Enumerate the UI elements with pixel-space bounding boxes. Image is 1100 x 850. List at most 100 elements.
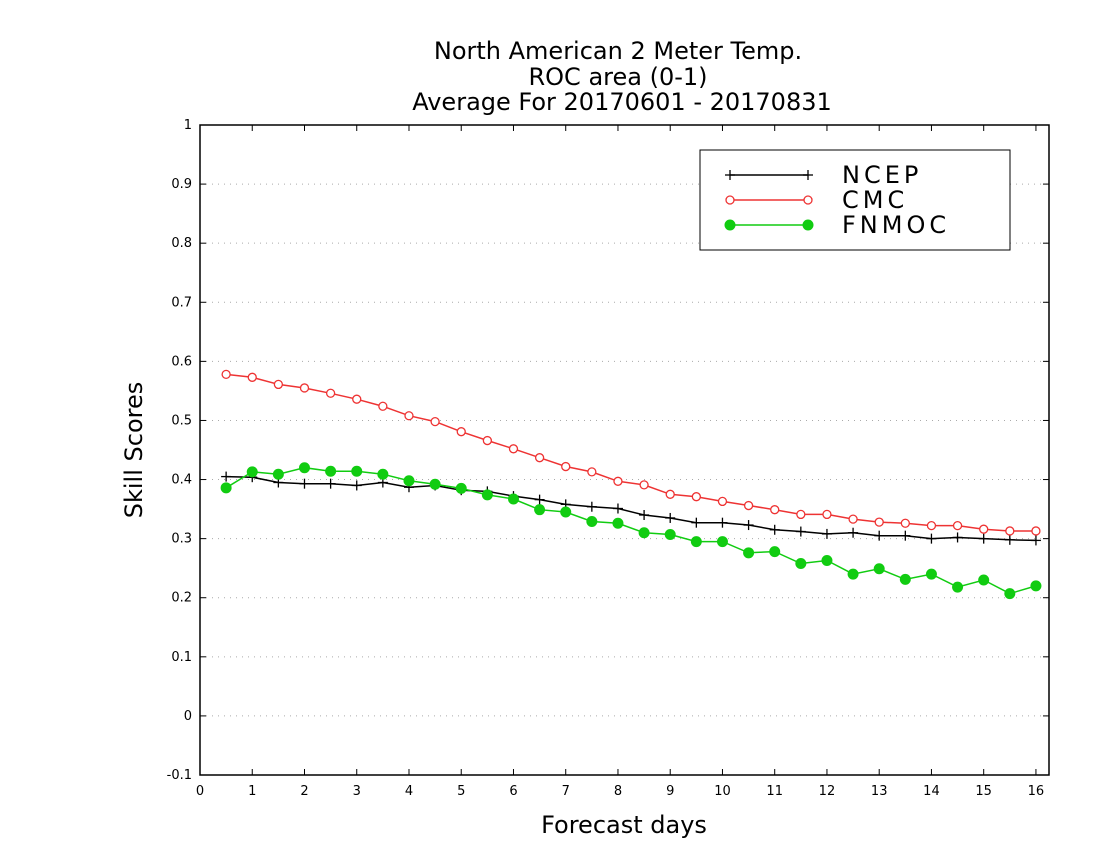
x-tick-label: 8 [614, 784, 622, 799]
x-axis-label: Forecast days [541, 811, 707, 839]
cmc-point [404, 411, 414, 421]
cmc-point [1031, 526, 1041, 536]
cmc-point [874, 517, 884, 527]
ncep-point [534, 494, 545, 505]
legend-marker-ncep [803, 170, 813, 180]
y-tick-label: 0.6 [171, 354, 192, 369]
fnmoc-point [246, 466, 258, 478]
y-tick-label: 0.5 [171, 413, 192, 428]
fnmoc-point [743, 547, 755, 559]
fnmoc-point [220, 482, 232, 494]
cmc-point [796, 509, 806, 520]
x-tick-label: 4 [405, 784, 413, 799]
series-ncep [221, 471, 1041, 546]
series-fnmoc [220, 462, 1042, 600]
cmc-point [378, 401, 388, 411]
x-tick-label: 14 [923, 784, 940, 799]
legend-item-cmc: CMC [725, 186, 904, 214]
fnmoc-point [873, 563, 885, 575]
x-tick-label: 10 [714, 784, 731, 799]
fnmoc-point [534, 504, 546, 516]
fnmoc-point [664, 529, 676, 540]
ncep-line [226, 475, 1036, 542]
legend-marker-ncep [725, 170, 735, 180]
fnmoc-point [638, 527, 650, 539]
cmc-point [325, 388, 336, 398]
cmc-point [926, 520, 937, 531]
fnmoc-point [455, 482, 467, 494]
cmc-point [691, 492, 701, 502]
axis-ticks [199, 124, 1049, 776]
fnmoc-point [899, 573, 911, 585]
cmc-point [273, 379, 284, 390]
y-tick-label: 0.9 [171, 177, 192, 192]
fnmoc-line [225, 466, 1037, 595]
cmc-point [534, 453, 545, 463]
y-tick-label: 0.1 [171, 650, 192, 665]
ncep-point [848, 527, 859, 538]
cmc-point [561, 461, 571, 472]
cmc-point [221, 369, 231, 380]
cmc-point [613, 476, 623, 486]
x-tick-label: 13 [871, 784, 888, 799]
y-tick-label: 0.4 [171, 473, 192, 488]
ncep-point [665, 512, 676, 523]
ncep-point [351, 480, 362, 491]
chart-title: North American 2 Meter Temp. ROC area (0… [412, 37, 832, 116]
fnmoc-point [560, 506, 572, 518]
cmc-point [1005, 526, 1015, 536]
cmc-point [822, 509, 832, 520]
ncep-point [769, 524, 780, 535]
gridlines [200, 183, 1049, 717]
fnmoc-point [978, 574, 990, 586]
fnmoc-point [821, 555, 833, 566]
ncep-point [691, 517, 702, 528]
ncep-point [1030, 535, 1041, 546]
fnmoc-point [377, 468, 389, 480]
ncep-point [639, 510, 650, 520]
fnmoc-point [1004, 588, 1016, 600]
fnmoc-point [795, 557, 807, 569]
ncep-point [821, 528, 832, 539]
title-line-1: North American 2 Meter Temp. [434, 37, 802, 65]
x-tick-label: 9 [666, 784, 674, 799]
cmc-point [770, 505, 780, 515]
cmc-point [299, 383, 310, 393]
fnmoc-point [403, 475, 415, 487]
ncep-point [743, 520, 754, 531]
ncep-point [299, 478, 310, 489]
x-tick-labels: 0 1 2 3 4 5 6 7 8 9 10 11 12 13 14 15 16 [196, 784, 1044, 799]
ncep-point [221, 471, 232, 482]
series-cmc [221, 369, 1041, 536]
cmc-point [848, 514, 858, 524]
ncep-point [325, 478, 336, 489]
legend-marker-cmc [803, 195, 813, 205]
x-tick-label: 2 [300, 784, 308, 799]
x-tick-label: 12 [819, 784, 836, 799]
cmc-point [717, 496, 728, 507]
fnmoc-point [351, 465, 363, 477]
fnmoc-point [612, 517, 624, 529]
y-tick-label: 0.2 [171, 591, 192, 606]
data-series [220, 369, 1042, 600]
fnmoc-point [925, 568, 937, 580]
x-tick-label: 16 [1028, 784, 1045, 799]
ncep-point [952, 532, 963, 543]
y-tick-label: 0.8 [171, 236, 192, 251]
cmc-point [430, 416, 440, 427]
cmc-point [952, 520, 963, 531]
x-tick-label: 5 [457, 784, 465, 799]
ncep-point [900, 530, 911, 541]
fnmoc-point [272, 468, 284, 480]
x-tick-label: 0 [196, 784, 204, 799]
title-line-2: ROC area (0-1) [528, 63, 707, 91]
title-line-3: Average For 20170601 - 20170831 [412, 88, 832, 116]
cmc-point [665, 489, 675, 499]
cmc-point [352, 394, 362, 404]
fnmoc-point [298, 462, 310, 474]
ncep-point [874, 530, 885, 541]
x-tick-label: 3 [353, 784, 361, 799]
cmc-point [456, 427, 466, 437]
